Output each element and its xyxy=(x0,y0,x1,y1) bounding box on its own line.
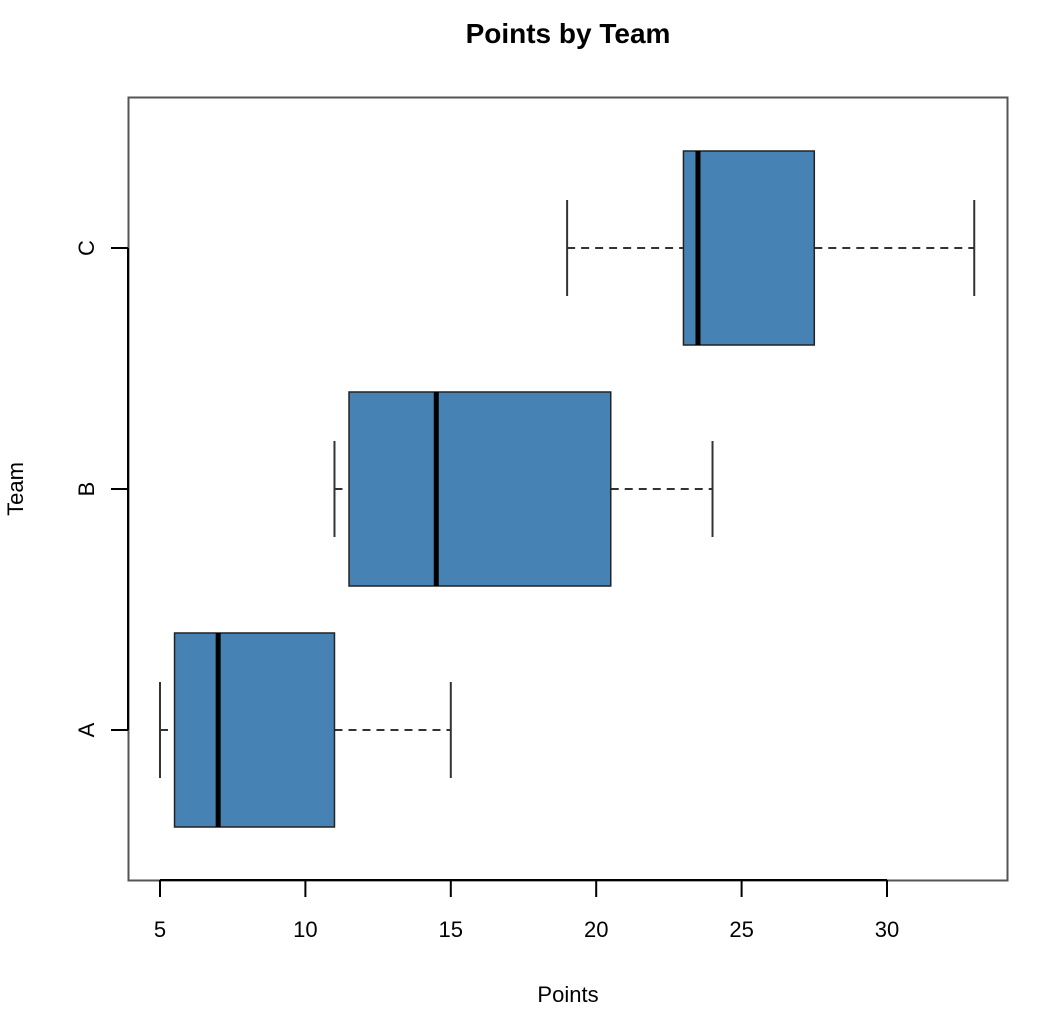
x-tick-label: 15 xyxy=(439,917,463,942)
x-tick-label: 5 xyxy=(154,917,166,942)
boxes-layer xyxy=(159,150,976,828)
x-tick-label: 25 xyxy=(729,917,753,942)
iqr-box xyxy=(173,632,336,828)
x-tick-label: 30 xyxy=(875,917,899,942)
iqr-box xyxy=(348,391,612,587)
iqr-box xyxy=(682,150,816,346)
chart-title: Points by Team xyxy=(466,18,671,49)
y-tick-label: A xyxy=(74,722,99,737)
box-C xyxy=(566,150,976,346)
y-tick-label: B xyxy=(74,482,99,497)
y-axis-label: Team xyxy=(3,462,28,516)
x-axis-label: Points xyxy=(537,982,598,1007)
box-B xyxy=(333,391,714,587)
x-tick-label: 10 xyxy=(293,917,317,942)
box-A xyxy=(159,632,452,828)
y-tick-label: C xyxy=(74,240,99,256)
x-axis: 5 10 15 20 25 30 xyxy=(154,879,899,942)
x-tick-label: 20 xyxy=(584,917,608,942)
y-axis: A B C xyxy=(74,240,129,737)
